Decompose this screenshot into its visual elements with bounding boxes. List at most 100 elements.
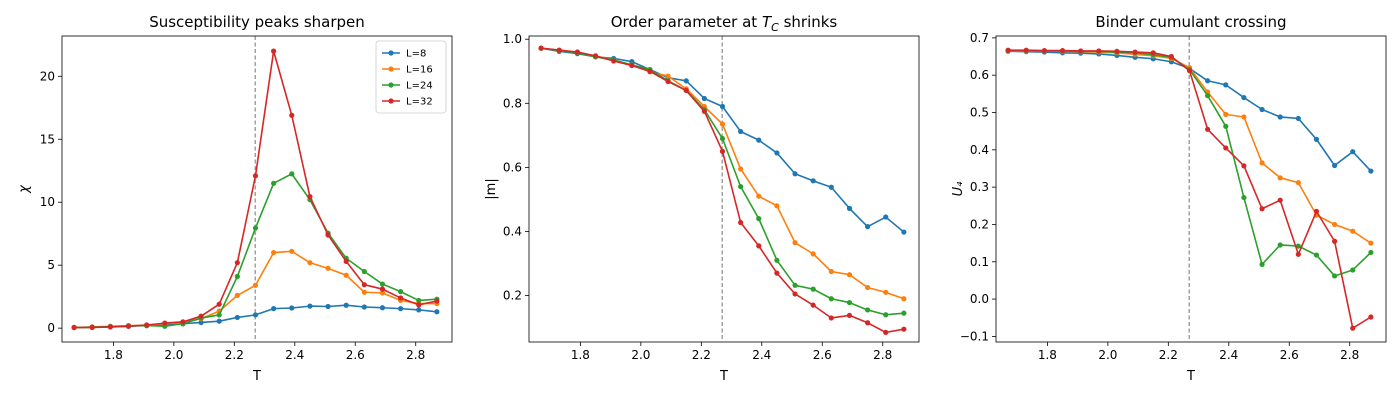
data-point [1350,228,1356,234]
data-point [574,49,580,55]
data-point [701,108,707,114]
x-tick-label: 2.8 [406,348,425,362]
data-point [416,302,422,308]
data-point [774,257,780,263]
legend-marker [388,50,394,56]
data-point [1313,136,1320,142]
data-point [846,312,853,319]
legend-label: L=24 [406,81,433,92]
data-point [828,315,834,321]
data-point [1332,238,1338,244]
data-point [434,309,440,315]
data-point [1241,163,1247,169]
data-point [647,68,653,74]
y-tick-label: 0.2 [503,289,522,303]
data-point [810,178,816,184]
data-point [234,292,240,299]
data-point [1277,242,1283,248]
data-point [361,304,367,310]
data-point [416,307,422,313]
data-point [1205,126,1211,132]
data-point [234,273,240,280]
data-point [1277,197,1283,203]
y-tick-label: 0.2 [970,217,989,231]
data-point [1223,123,1229,129]
data-point [289,305,295,311]
x-tick-label: 2.8 [1340,348,1359,362]
data-point [865,284,871,291]
data-point [1223,111,1229,117]
legend-marker [388,66,394,72]
data-point [719,103,726,110]
data-point [398,295,404,301]
data-point [379,290,386,296]
data-point [719,135,726,142]
y-tick-label: 0.7 [970,31,989,45]
data-point [810,286,816,292]
data-point [556,47,562,53]
data-point [1059,47,1066,54]
data-point [289,171,295,177]
x-tick-label: 2.4 [1219,348,1238,362]
data-point [1332,221,1338,228]
data-point [1350,149,1356,155]
chart-panel-3: Binder cumulant crossing 1.8 2.0 2.2 2.4 2.6 2… [951,13,1387,384]
data-point [125,323,132,329]
data-point [307,260,313,266]
legend-marker [388,82,394,88]
x-tick-label: 2.4 [285,348,304,362]
data-point [1205,78,1211,84]
data-point [683,78,689,84]
data-point [665,73,671,79]
data-point [738,183,744,190]
data-point [289,112,295,118]
data-point [1223,145,1229,151]
data-point [738,219,744,226]
data-point [1259,160,1265,166]
y-tick-label: 10 [40,195,55,209]
x-tick-label: 1.8 [1038,348,1057,362]
data-point [252,312,259,318]
data-point [901,326,907,332]
plot-area [71,36,440,342]
x-axis-label: T [719,369,728,384]
data-point [828,268,834,275]
data-point [271,48,277,54]
data-point [1168,53,1174,60]
data-point [846,272,853,278]
data-point [398,289,404,295]
data-point [361,282,367,288]
y-tick-label: −0.1 [960,329,989,343]
data-point [1223,82,1229,88]
data-point [629,62,635,69]
data-point [1350,267,1356,273]
data-point [846,205,853,211]
data-point [252,282,259,288]
data-point [719,148,726,154]
y-tick-label: 0 [47,321,55,335]
data-point [289,248,295,254]
data-point [379,305,386,311]
data-point [107,324,113,330]
data-point [1350,325,1356,331]
data-point [379,281,386,287]
data-point [901,229,907,235]
data-point [216,312,222,318]
legend-label: L=32 [406,97,433,108]
data-point [1241,94,1247,101]
y-tick-label: 0.1 [970,255,989,269]
axes-frame [528,35,920,343]
data-point [1259,261,1265,267]
y-tick-label: 15 [40,132,55,146]
y-tick-label: 1.0 [503,32,522,46]
chart-panel-2: Order parameter at TC shrinks 1.8 2.0 2.2 2.… [484,13,920,384]
y-tick-label: 0.3 [970,180,989,194]
data-point [901,296,907,302]
data-point [792,240,798,246]
x-tick-label: 2.8 [873,348,892,362]
data-point [1295,180,1301,186]
data-point [901,310,907,316]
x-axis-label: T [252,369,261,384]
legend-label: L=16 [406,65,433,76]
data-point [1332,273,1338,279]
